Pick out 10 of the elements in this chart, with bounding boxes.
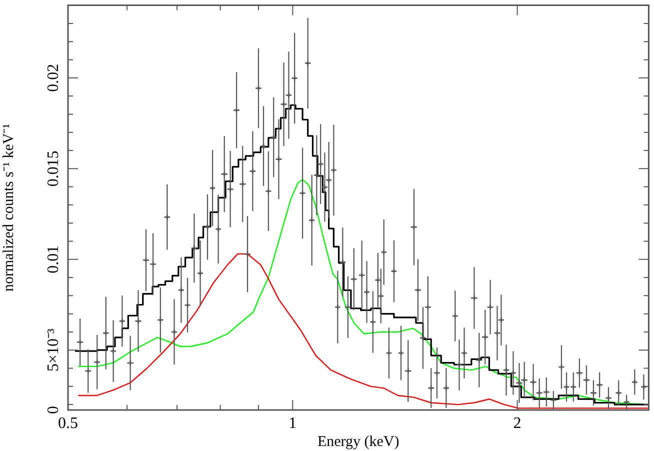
y-axis-title: normalized counts s⁻¹ keV⁻¹ — [0, 124, 17, 292]
y-tick-label: 0 — [45, 406, 62, 414]
y-tick-label: 5×10⁻³ — [45, 328, 62, 372]
x-tick-label: 0.5 — [58, 414, 78, 432]
x-tick-label: 2 — [513, 414, 522, 432]
x-tick-label: 1 — [288, 414, 297, 432]
y-tick-label: 0.02 — [45, 64, 62, 92]
y-tick-label: 0.015 — [45, 150, 62, 187]
y-tick-label: 0.01 — [45, 245, 62, 274]
x-axis-title: Energy (keV) — [317, 434, 400, 450]
